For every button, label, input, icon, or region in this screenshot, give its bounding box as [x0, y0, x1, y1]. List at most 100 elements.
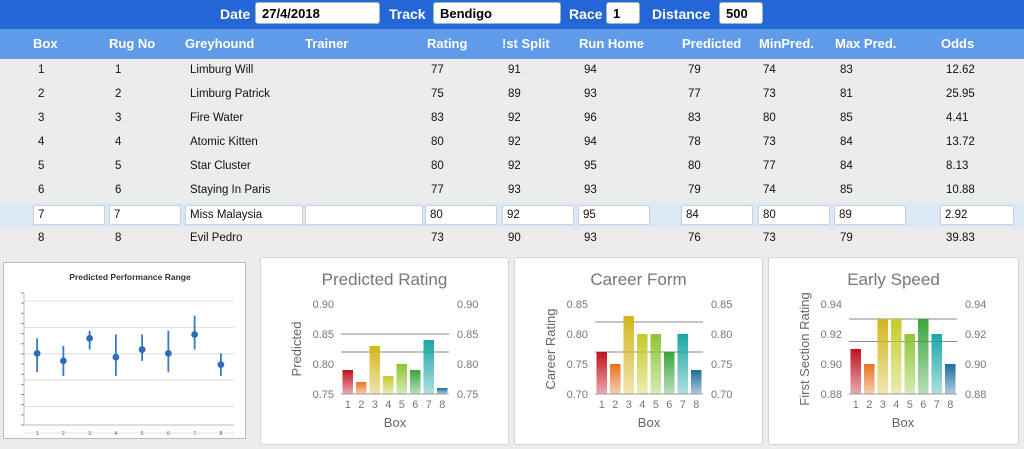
cell-greyhound: Evil Pedro [190, 232, 243, 244]
cell-predicted: 77 [688, 88, 701, 100]
bar-box-2 [355, 382, 367, 394]
y-tick-label-left: 0.75 [567, 359, 588, 371]
performance-range-chart: Predicted Performance Range 1 2 3 4 5 6 7 8 [21, 272, 234, 437]
y-tick-label-left: 0.70 [567, 389, 588, 401]
cell-greyhound: Atomic Kitten [190, 136, 258, 148]
col-greyhound[interactable]: Greyhound [185, 36, 255, 51]
y-tick-label-left: 0.85 [567, 299, 588, 311]
cell-box[interactable]: 7 [33, 205, 105, 225]
cell-odds: 13.72 [946, 136, 975, 148]
y-tick-label-right: 0.75 [711, 359, 732, 371]
table-row[interactable]: 4 4 Atomic Kitten 80 92 94 78 73 84 13.72 [0, 131, 1024, 155]
cell-min-pred: 74 [763, 64, 776, 76]
col-trainer[interactable]: Trainer [305, 36, 349, 51]
race-label: Race [569, 6, 603, 22]
x-tick-label: 1 [345, 399, 351, 411]
cell-min-pred[interactable]: 80 [758, 205, 830, 225]
cell-first-split: 92 [508, 136, 521, 148]
col-rug-no[interactable]: Rug No [109, 36, 156, 51]
cell-box: 4 [38, 136, 45, 148]
bar-box-5 [650, 334, 662, 394]
cell-run-home: 93 [584, 184, 597, 196]
bar-box-8 [944, 364, 956, 394]
x-tick-label: 5 [399, 399, 405, 411]
cell-run-home[interactable]: 95 [578, 205, 650, 225]
runners-table: 1 1 Limburg Will 77 91 94 79 74 83 12.62 2 2 Limburg… [0, 59, 1024, 251]
x-tick-label: 2 [612, 399, 618, 411]
performance-range-panel: Predicted Performance Range 1 2 3 4 5 6 7 8 [3, 262, 246, 439]
bar-box-4 [636, 334, 648, 394]
col-rating[interactable]: Rating [427, 36, 468, 51]
cell-odds: 10.88 [946, 184, 975, 196]
cell-box: 6 [38, 184, 45, 196]
cell-rug-no: 8 [115, 232, 122, 244]
bar-box-6 [663, 352, 675, 394]
bar-box-2 [863, 364, 875, 394]
cell-rug-no: 6 [115, 184, 122, 196]
table-row[interactable]: 6 6 Staying In Paris 77 93 93 79 74 85 10.88 [0, 179, 1024, 203]
cell-first-split: 92 [508, 112, 521, 124]
cell-trainer[interactable] [305, 205, 423, 225]
cell-predicted: 80 [688, 160, 701, 172]
y-tick-label-right: 0.85 [457, 329, 478, 341]
cell-run-home: 95 [584, 160, 597, 172]
cell-min-pred: 73 [763, 232, 776, 244]
bar-box-3 [369, 346, 381, 394]
cell-min-pred: 77 [763, 160, 776, 172]
bar-box-1 [596, 352, 608, 394]
cell-max-pred[interactable]: 89 [834, 205, 906, 225]
cell-greyhound: Limburg Patrick [190, 88, 270, 100]
cell-max-pred: 79 [840, 232, 853, 244]
y-tick-label-left: 0.88 [821, 389, 842, 401]
range-point [191, 331, 199, 338]
bar-box-2 [609, 364, 621, 394]
cell-min-pred: 73 [763, 88, 776, 100]
col-run-home[interactable]: Run Home [579, 36, 644, 51]
table-row[interactable]: 1 1 Limburg Will 77 91 94 79 74 83 12.62 [0, 59, 1024, 83]
cell-greyhound: Staying In Paris [190, 184, 271, 196]
cell-greyhound: Star Cluster [190, 160, 251, 172]
track-field[interactable]: Bendigo [433, 2, 561, 24]
x-tick-label: 5 [141, 431, 144, 437]
x-tick-label: 3 [880, 399, 886, 411]
x-tick-label: 8 [693, 399, 699, 411]
col-max-pred[interactable]: Max Pred. [835, 36, 897, 51]
cell-rating: 77 [431, 184, 444, 196]
cell-rating[interactable]: 80 [425, 205, 497, 225]
cell-odds: 39.83 [946, 232, 975, 244]
date-label: Date [220, 6, 251, 22]
cell-predicted: 76 [688, 232, 701, 244]
col-odds[interactable]: Odds [941, 36, 975, 51]
bar-box-5 [396, 364, 408, 394]
y-tick-label-right: 0.75 [457, 389, 478, 401]
cell-run-home: 94 [584, 64, 597, 76]
race-field[interactable]: 1 [606, 2, 640, 24]
cell-greyhound[interactable]: Miss Malaysia [185, 205, 303, 225]
career-form-title: Career Form [590, 270, 687, 289]
table-row[interactable]: 3 3 Fire Water 83 92 96 83 80 85 4.41 [0, 107, 1024, 131]
cell-rug-no[interactable]: 7 [109, 205, 181, 225]
cell-first-split[interactable]: 92 [502, 205, 574, 225]
range-point [59, 357, 67, 365]
cell-odds[interactable]: 2.92 [940, 205, 1014, 225]
col-predicted[interactable]: Predicted [682, 36, 742, 51]
distance-field[interactable]: 500 [719, 2, 763, 24]
table-row[interactable]: 5 5 Star Cluster 80 92 95 80 77 84 8.13 [0, 155, 1024, 179]
col-box[interactable]: Box [33, 36, 58, 51]
cell-predicted[interactable]: 84 [681, 205, 753, 225]
cell-max-pred: 83 [840, 64, 853, 76]
table-row[interactable]: 7 7 Miss Malaysia 80 92 95 84 80 89 2.92 [0, 203, 1024, 227]
date-field[interactable]: 27/4/2018 [255, 2, 380, 24]
cell-max-pred: 84 [840, 160, 853, 172]
table-row[interactable]: 2 2 Limburg Patrick 75 89 93 77 73 81 25.95 [0, 83, 1024, 107]
bar-box-6 [917, 319, 929, 394]
table-row[interactable]: 8 8 Evil Pedro 73 90 93 76 73 79 39.83 [0, 227, 1024, 251]
y-tick-label-left: 0.94 [821, 299, 842, 311]
col-min-pred[interactable]: MinPred. [759, 36, 814, 51]
bar-box-4 [890, 319, 902, 394]
bar-box-7 [677, 334, 689, 394]
cell-rating: 80 [431, 160, 444, 172]
x-tick-label: 7 [426, 399, 432, 411]
cell-greyhound: Limburg Will [190, 64, 254, 76]
col-first-split[interactable]: !st Split [502, 36, 550, 51]
